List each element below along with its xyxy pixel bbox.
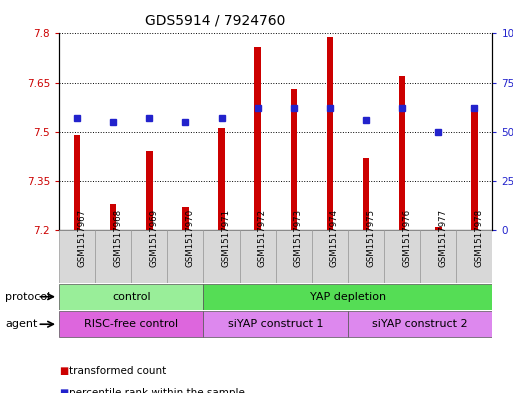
Bar	[254, 46, 261, 230]
Bar	[399, 76, 405, 230]
Bar	[348, 230, 384, 283]
Text: YAP depletion: YAP depletion	[310, 292, 386, 302]
Bar	[59, 283, 204, 310]
Bar	[167, 230, 204, 283]
Bar	[219, 129, 225, 230]
Bar	[110, 204, 116, 230]
Bar	[384, 230, 420, 283]
Text: GSM1517967: GSM1517967	[77, 209, 86, 267]
Bar	[471, 105, 478, 230]
Bar	[290, 89, 297, 230]
Bar	[59, 311, 204, 338]
Bar	[420, 230, 457, 283]
Text: siYAP construct 1: siYAP construct 1	[228, 319, 324, 329]
Text: GSM1517976: GSM1517976	[402, 209, 411, 267]
Bar	[131, 230, 167, 283]
Text: RISC-free control: RISC-free control	[84, 319, 179, 329]
Bar	[204, 230, 240, 283]
Text: GSM1517972: GSM1517972	[258, 209, 267, 267]
Text: siYAP construct 2: siYAP construct 2	[372, 319, 468, 329]
Text: GSM1517975: GSM1517975	[366, 209, 375, 267]
Text: control: control	[112, 292, 150, 302]
Bar	[363, 158, 369, 230]
Bar	[95, 230, 131, 283]
Bar	[240, 230, 275, 283]
Text: GSM1517974: GSM1517974	[330, 209, 339, 267]
Text: GSM1517970: GSM1517970	[185, 209, 194, 267]
Text: GSM1517978: GSM1517978	[475, 209, 483, 267]
Bar	[435, 227, 442, 230]
Bar	[312, 230, 348, 283]
Text: transformed count: transformed count	[69, 366, 167, 376]
Text: protocol: protocol	[5, 292, 50, 302]
Text: GSM1517977: GSM1517977	[438, 209, 447, 267]
Text: agent: agent	[5, 319, 37, 329]
Bar	[327, 37, 333, 230]
Text: GSM1517968: GSM1517968	[113, 209, 122, 267]
Text: GSM1517969: GSM1517969	[149, 209, 159, 267]
Text: ■: ■	[59, 366, 68, 376]
Bar	[59, 230, 95, 283]
Bar	[74, 135, 81, 230]
Bar	[457, 230, 492, 283]
Text: percentile rank within the sample: percentile rank within the sample	[69, 388, 245, 393]
Text: ■: ■	[59, 388, 68, 393]
Bar	[146, 151, 152, 230]
Text: GSM1517973: GSM1517973	[294, 209, 303, 267]
Bar	[204, 283, 492, 310]
Bar	[275, 230, 312, 283]
Text: GDS5914 / 7924760: GDS5914 / 7924760	[145, 14, 286, 28]
Bar	[348, 311, 492, 338]
Bar	[204, 311, 348, 338]
Text: GSM1517971: GSM1517971	[222, 209, 230, 267]
Bar	[182, 207, 189, 230]
